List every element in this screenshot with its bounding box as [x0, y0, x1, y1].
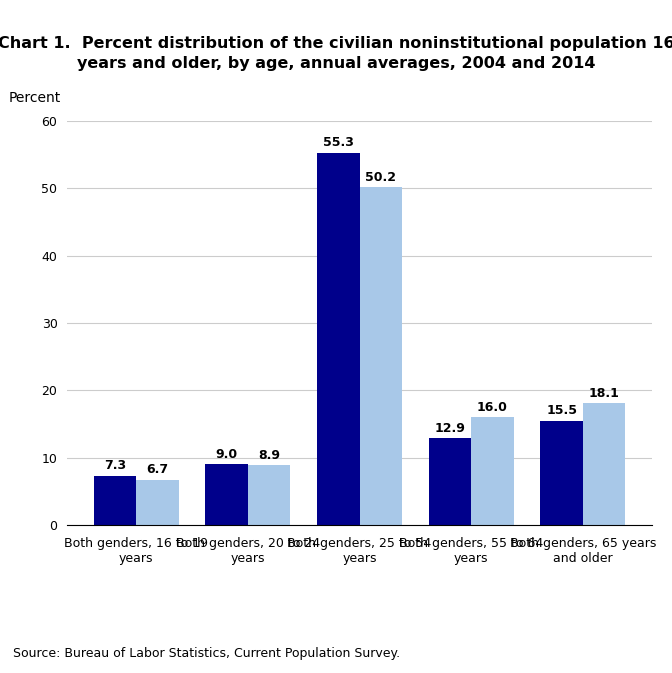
Text: 15.5: 15.5 [546, 404, 577, 417]
Bar [360, 187, 402, 525]
Text: 18.1: 18.1 [589, 387, 620, 400]
Bar [471, 417, 513, 525]
Bar [317, 153, 360, 525]
Bar [540, 421, 583, 525]
Bar [583, 403, 625, 525]
Bar [94, 476, 136, 525]
Text: Percent: Percent [9, 91, 61, 105]
Text: 7.3: 7.3 [104, 460, 126, 472]
Text: 8.9: 8.9 [258, 449, 280, 462]
Bar [136, 480, 179, 525]
Text: 12.9: 12.9 [435, 422, 466, 435]
Bar [429, 438, 471, 525]
Bar [206, 464, 248, 525]
Text: Source: Bureau of Labor Statistics, Current Population Survey.: Source: Bureau of Labor Statistics, Curr… [13, 647, 401, 660]
Text: 6.7: 6.7 [146, 464, 169, 476]
Bar [248, 465, 290, 525]
Text: 50.2: 50.2 [366, 171, 396, 184]
Text: years and older, by age, annual averages, 2004 and 2014: years and older, by age, annual averages… [77, 57, 595, 71]
Text: 16.0: 16.0 [477, 401, 508, 414]
Text: Chart 1.  Percent distribution of the civilian noninstitutional population 16: Chart 1. Percent distribution of the civ… [0, 36, 672, 51]
Text: 9.0: 9.0 [216, 448, 238, 461]
Text: 55.3: 55.3 [323, 137, 353, 149]
